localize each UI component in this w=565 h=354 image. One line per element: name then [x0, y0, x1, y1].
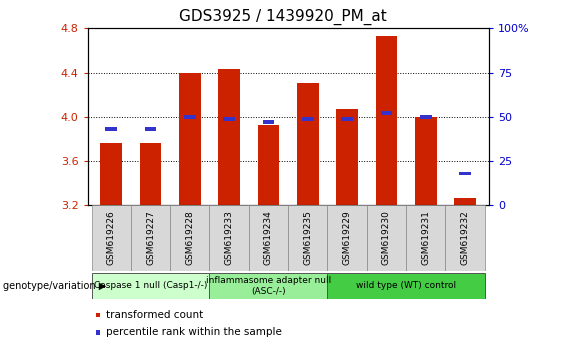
Text: GSM619233: GSM619233 [225, 211, 234, 266]
Text: GSM619232: GSM619232 [460, 211, 470, 265]
Bar [367, 205, 406, 271]
Bar [297, 82, 319, 205]
Bar [258, 125, 279, 205]
Text: GSM619227: GSM619227 [146, 211, 155, 265]
Bar [341, 117, 353, 120]
Bar [376, 36, 397, 205]
Bar [380, 112, 393, 115]
Bar [210, 205, 249, 271]
Bar [184, 115, 196, 119]
Text: genotype/variation ▶: genotype/variation ▶ [3, 281, 106, 291]
Text: GSM619235: GSM619235 [303, 211, 312, 266]
Text: GDS3925 / 1439920_PM_at: GDS3925 / 1439920_PM_at [179, 9, 386, 25]
Bar [420, 115, 432, 119]
Text: GSM619230: GSM619230 [382, 211, 391, 266]
Text: inflammasome adapter null
(ASC-/-): inflammasome adapter null (ASC-/-) [206, 276, 331, 296]
Bar [459, 172, 471, 175]
Text: GSM619226: GSM619226 [107, 211, 116, 265]
Text: GSM619234: GSM619234 [264, 211, 273, 265]
Bar [302, 117, 314, 120]
Bar [92, 205, 131, 271]
Text: wild type (WT) control: wild type (WT) control [356, 281, 456, 290]
Bar [92, 273, 210, 299]
Bar [454, 198, 476, 205]
Bar [145, 127, 157, 131]
Bar [336, 109, 358, 205]
Text: GSM619228: GSM619228 [185, 211, 194, 265]
Text: percentile rank within the sample: percentile rank within the sample [106, 327, 282, 337]
Bar [263, 120, 275, 124]
Bar [415, 117, 437, 205]
Bar [288, 205, 328, 271]
Text: transformed count: transformed count [106, 310, 203, 320]
Text: Caspase 1 null (Casp1-/-): Caspase 1 null (Casp1-/-) [94, 281, 207, 290]
Bar [218, 69, 240, 205]
Bar [210, 273, 328, 299]
Text: GSM619229: GSM619229 [342, 211, 351, 265]
Bar [249, 205, 288, 271]
Bar [101, 143, 122, 205]
Bar [406, 205, 445, 271]
Bar [140, 143, 162, 205]
Bar [170, 205, 210, 271]
Bar [328, 273, 485, 299]
Bar [445, 205, 485, 271]
Bar [223, 117, 235, 120]
Bar [179, 73, 201, 205]
Bar [105, 127, 117, 131]
Text: GSM619231: GSM619231 [421, 211, 431, 266]
Bar [131, 205, 170, 271]
Bar [328, 205, 367, 271]
